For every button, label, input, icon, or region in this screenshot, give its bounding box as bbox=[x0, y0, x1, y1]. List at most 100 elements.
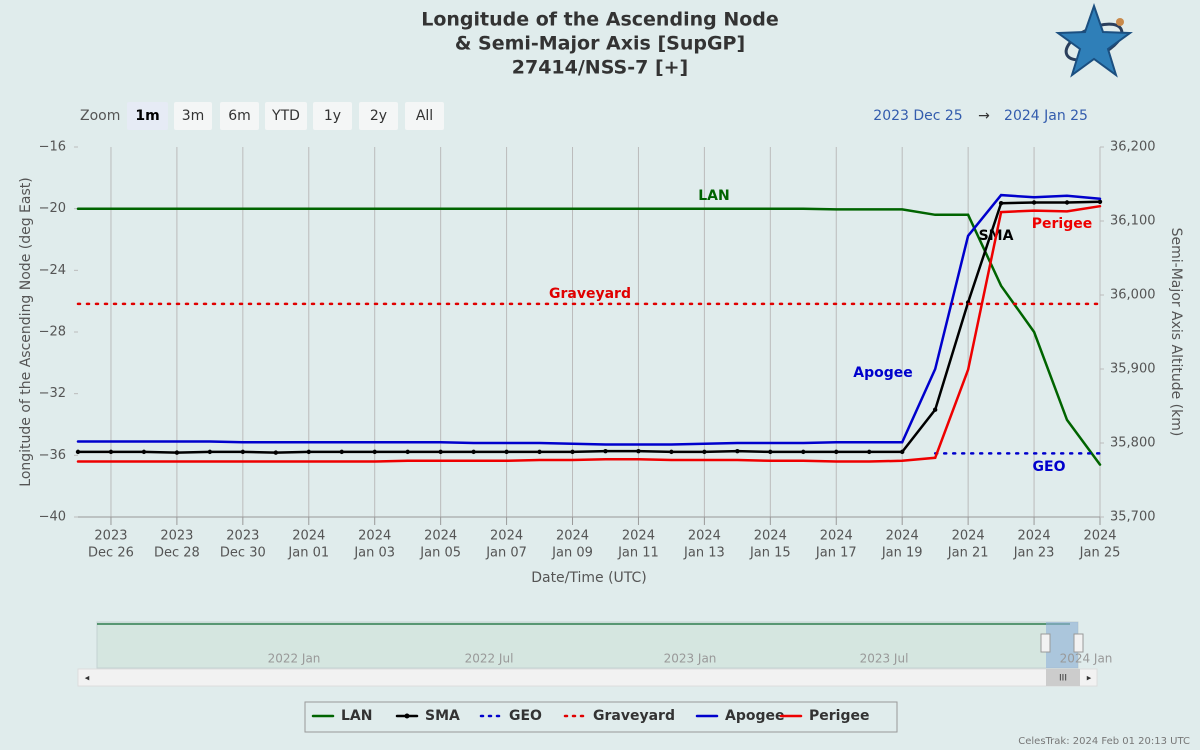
series-annotation: Apogee bbox=[853, 365, 913, 381]
x-tick-label: Jan 23 bbox=[1013, 546, 1055, 561]
series-marker bbox=[504, 449, 509, 455]
y-tick-label: −40 bbox=[39, 510, 66, 525]
x-tick-label: Jan 19 bbox=[881, 546, 923, 561]
y2-tick-label: 35,800 bbox=[1110, 436, 1156, 451]
x-tick-label: Dec 26 bbox=[88, 546, 134, 561]
series-marker bbox=[899, 449, 905, 455]
x-tick-label: Jan 25 bbox=[1079, 546, 1121, 561]
x-tick-label: 2024 bbox=[1018, 529, 1051, 544]
chart-title: Longitude of the Ascending Node bbox=[421, 9, 779, 31]
navigator-label: 2024 Jan bbox=[1060, 652, 1113, 666]
range-start[interactable]: 2023 Dec 25 bbox=[873, 108, 962, 124]
logo bbox=[1055, 2, 1133, 78]
x-tick-label: 2024 bbox=[622, 529, 655, 544]
y-tick-label: −20 bbox=[39, 201, 66, 216]
series-marker bbox=[108, 449, 114, 455]
y-tick-label: −16 bbox=[39, 140, 66, 155]
x-tick-label: Jan 01 bbox=[287, 546, 329, 561]
series-marker bbox=[801, 449, 806, 455]
navigator-label: 2022 Jul bbox=[465, 652, 514, 666]
series-marker bbox=[306, 449, 311, 455]
legend-marker bbox=[404, 713, 410, 719]
series-marker bbox=[1097, 199, 1103, 204]
series-marker bbox=[867, 449, 872, 455]
x-tick-label: Jan 05 bbox=[419, 546, 461, 561]
series-marker bbox=[141, 449, 147, 455]
x-tick-label: 2024 bbox=[490, 529, 523, 544]
series-annotation: Graveyard bbox=[549, 286, 631, 302]
legend-label[interactable]: SMA bbox=[425, 708, 460, 724]
x-tick-label: 2024 bbox=[292, 529, 325, 544]
series-annotation: Perigee bbox=[1032, 216, 1092, 232]
y2-tick-label: 36,100 bbox=[1110, 214, 1156, 229]
series-marker bbox=[207, 449, 213, 455]
series-marker bbox=[75, 449, 81, 455]
zoom-button[interactable]: 3m bbox=[174, 102, 212, 130]
x-tick-label: 2024 bbox=[820, 529, 853, 544]
series-marker bbox=[735, 448, 740, 454]
series-marker bbox=[702, 449, 707, 455]
y-tick-label: −36 bbox=[39, 448, 66, 463]
x-tick-label: 2023 bbox=[226, 529, 259, 544]
navigator-label: 2023 Jul bbox=[860, 652, 909, 666]
svg-text:▸: ▸ bbox=[1087, 674, 1092, 684]
x-tick-label: 2023 bbox=[160, 529, 193, 544]
series-marker bbox=[570, 449, 575, 455]
series-marker bbox=[273, 450, 279, 455]
series-annotation: LAN bbox=[698, 188, 729, 204]
legend-label[interactable]: Apogee bbox=[725, 708, 785, 724]
series-line bbox=[76, 200, 1102, 454]
y-tick-label: −28 bbox=[39, 325, 66, 340]
series-marker bbox=[998, 201, 1004, 206]
series-annotation: GEO bbox=[1033, 459, 1066, 475]
range-end[interactable]: 2024 Jan 25 bbox=[1004, 108, 1088, 124]
x-tick-label: Jan 21 bbox=[947, 546, 989, 561]
series-line bbox=[76, 193, 1102, 446]
series-marker bbox=[932, 407, 938, 412]
zoom-button[interactable]: 6m bbox=[220, 102, 259, 130]
footer: CelesTrak: 2024 Feb 01 20:13 UTC bbox=[1018, 736, 1190, 747]
y-tick-label: −32 bbox=[39, 386, 66, 401]
x-axis-title: Date/Time (UTC) bbox=[531, 570, 647, 586]
navigator-label: 2023 Jan bbox=[664, 652, 717, 666]
x-tick-label: 2024 bbox=[556, 529, 589, 544]
legend-label[interactable]: Perigee bbox=[809, 708, 869, 724]
series-marker bbox=[537, 449, 542, 455]
x-tick-label: 2024 bbox=[424, 529, 457, 544]
x-tick-label: Jan 13 bbox=[683, 546, 725, 561]
series-marker bbox=[240, 449, 246, 455]
series-marker bbox=[1031, 200, 1037, 205]
x-tick-label: 2024 bbox=[952, 529, 985, 544]
x-tick-label: 2024 bbox=[1083, 529, 1116, 544]
zoom-button[interactable]: All bbox=[405, 102, 444, 130]
series-line bbox=[76, 207, 1102, 466]
series-marker bbox=[471, 449, 476, 455]
x-tick-label: Jan 09 bbox=[551, 546, 593, 561]
series-line bbox=[76, 204, 1102, 463]
x-tick-label: 2024 bbox=[688, 529, 721, 544]
zoom-button[interactable]: 1y bbox=[313, 102, 352, 130]
navigator[interactable]: III ◂ ▸ bbox=[77, 621, 1098, 687]
y2-axis-title: Semi-Major Axis Altitude (km) bbox=[1168, 228, 1184, 437]
x-tick-label: Jan 17 bbox=[815, 546, 857, 561]
x-tick-label: Dec 30 bbox=[220, 546, 266, 561]
x-tick-label: 2024 bbox=[754, 529, 787, 544]
range-arrow: → bbox=[978, 108, 990, 124]
x-tick-label: Jan 03 bbox=[353, 546, 395, 561]
legend-label[interactable]: GEO bbox=[509, 708, 542, 724]
svg-text:◂: ◂ bbox=[85, 674, 90, 684]
y-tick-label: −24 bbox=[39, 263, 66, 278]
chart-title: & Semi-Major Axis [SupGP] bbox=[455, 33, 745, 55]
legend-label[interactable]: Graveyard bbox=[593, 708, 675, 724]
series-marker bbox=[603, 448, 608, 454]
y2-tick-label: 35,900 bbox=[1110, 362, 1156, 377]
series-marker bbox=[768, 449, 773, 455]
legend-label[interactable]: LAN bbox=[341, 708, 372, 724]
zoom-button[interactable]: YTD bbox=[265, 102, 307, 130]
zoom-button[interactable]: 2y bbox=[359, 102, 398, 130]
chart-title: 27414/NSS-7 [+] bbox=[512, 57, 688, 79]
y2-tick-label: 36,000 bbox=[1110, 288, 1156, 303]
zoom-button[interactable]: 1m bbox=[127, 102, 168, 130]
series-marker bbox=[174, 450, 180, 455]
